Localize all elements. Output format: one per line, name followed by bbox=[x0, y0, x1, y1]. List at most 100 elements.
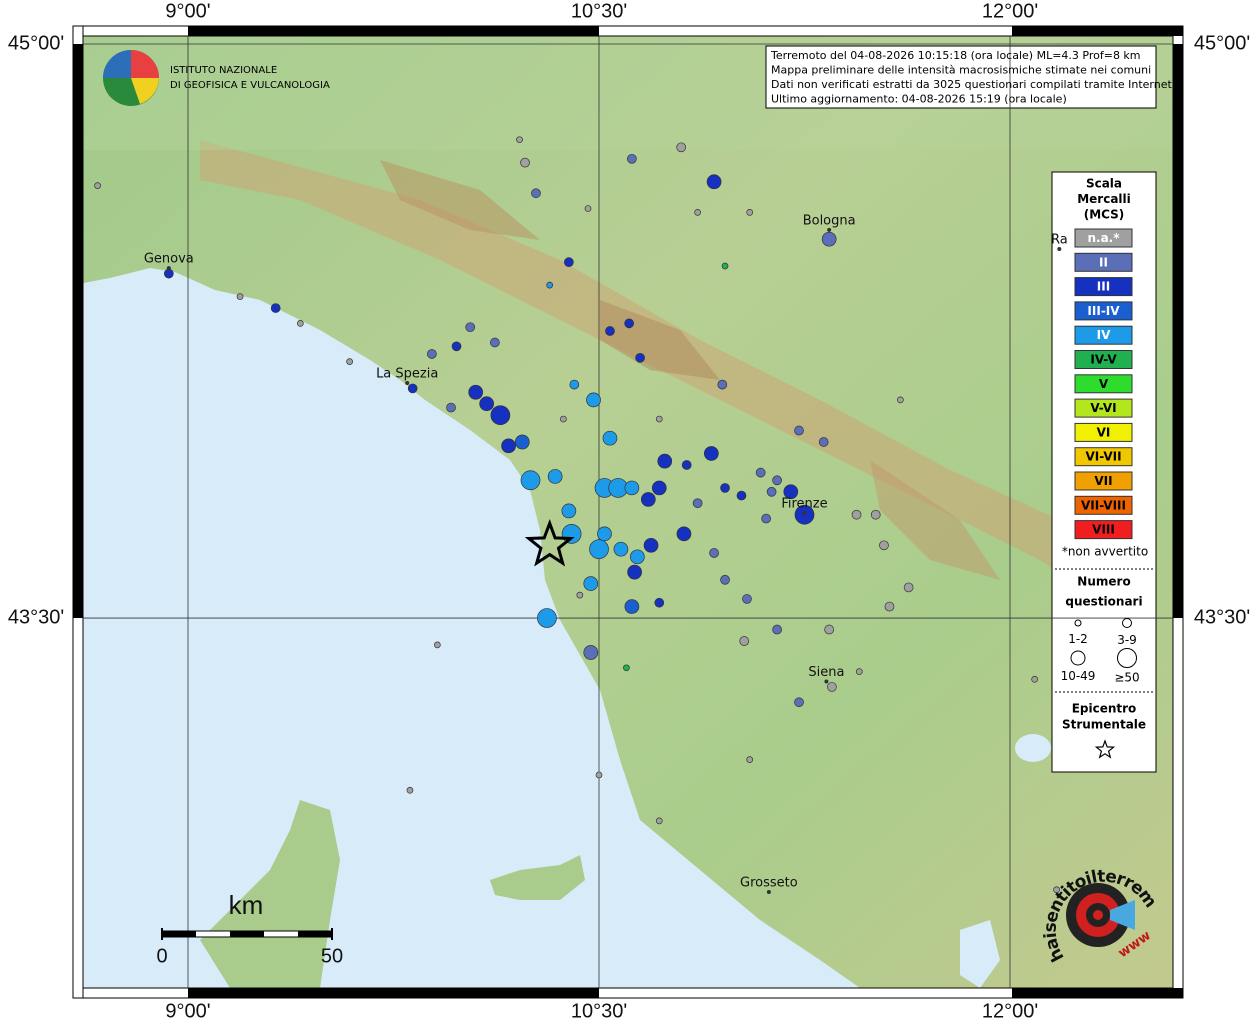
intensity-point bbox=[746, 756, 754, 763]
intensity-point bbox=[651, 480, 667, 496]
info-text: Terremoto del 04-08-2026 10:15:18 (ora l… bbox=[770, 49, 1141, 62]
lon-tick-label: 9°00' bbox=[165, 0, 210, 22]
intensity-point bbox=[721, 262, 729, 270]
legend-label: VII bbox=[1094, 474, 1112, 488]
intensity-point bbox=[595, 771, 603, 779]
intensity-point bbox=[739, 636, 750, 646]
legend-label: V bbox=[1099, 377, 1109, 391]
intensity-point bbox=[755, 467, 766, 478]
intensity-point bbox=[736, 490, 747, 501]
scale-seg bbox=[162, 931, 196, 937]
intensity-point bbox=[655, 817, 663, 825]
intensity-point bbox=[564, 257, 574, 267]
legend-label: n.a.* bbox=[1087, 231, 1120, 245]
intensity-point bbox=[627, 564, 642, 580]
intensity-point bbox=[547, 469, 563, 484]
legend-size bbox=[1070, 650, 1086, 666]
intensity-point bbox=[870, 509, 881, 520]
intensity-point bbox=[643, 537, 659, 553]
intensity-point bbox=[468, 384, 484, 400]
intensity-point bbox=[624, 318, 634, 329]
intensity-point bbox=[583, 645, 599, 660]
info-text: Ultimo aggiornamento: 04-08-2026 15:19 (… bbox=[771, 93, 1067, 106]
intensity-point bbox=[501, 438, 516, 454]
terrain bbox=[73, 36, 1183, 988]
intensity-point bbox=[676, 142, 687, 153]
intensity-point bbox=[597, 526, 612, 542]
intensity-point bbox=[706, 174, 722, 190]
intensity-point bbox=[561, 524, 582, 544]
legend-title: Epicentro bbox=[1072, 702, 1137, 716]
legend-swatch bbox=[1074, 325, 1133, 345]
intensity-point bbox=[520, 470, 541, 491]
legend-swatch bbox=[1074, 301, 1133, 321]
brand-logo bbox=[1066, 883, 1135, 947]
intensity-point bbox=[692, 498, 703, 509]
intensity-point bbox=[884, 601, 895, 612]
logo-text: DI GEOFISICA E VULCANOLOGIA bbox=[170, 80, 330, 91]
legend-swatch bbox=[1074, 520, 1133, 540]
intensity-point bbox=[427, 349, 437, 359]
intensity-point bbox=[766, 486, 777, 497]
lon-tick-label: 10°30' bbox=[571, 1000, 627, 1022]
map-frame bbox=[72, 25, 1184, 999]
intensity-point bbox=[717, 379, 728, 390]
intensity-point bbox=[720, 574, 730, 585]
legend-label: VII-VIII bbox=[1081, 498, 1126, 512]
lon-tick-label: 12°00' bbox=[982, 1000, 1038, 1022]
intensity-point bbox=[537, 608, 557, 628]
intensity-point bbox=[1031, 675, 1039, 683]
intensity-point bbox=[346, 358, 354, 365]
intensity-point bbox=[903, 582, 914, 593]
intensity-point bbox=[465, 322, 476, 333]
intensity-point bbox=[613, 541, 629, 557]
lat-tick-label: 45°00' bbox=[8, 32, 64, 54]
intensity-point bbox=[624, 480, 640, 496]
legend-swatch bbox=[1074, 495, 1133, 515]
intensity-point bbox=[851, 509, 862, 520]
info-text: Dati non verificati estratti da 3025 que… bbox=[771, 78, 1175, 91]
scale-seg bbox=[298, 931, 332, 937]
legend-label: VIII bbox=[1092, 523, 1115, 537]
legend-label: III-IV bbox=[1087, 304, 1120, 318]
lat-tick-label: 45°00' bbox=[1194, 32, 1250, 54]
intensity-point bbox=[640, 492, 656, 507]
intensity-point bbox=[546, 281, 554, 289]
legend-title: (MCS) bbox=[1084, 208, 1125, 222]
legend-title: Mercalli bbox=[1077, 192, 1131, 206]
legend-note: *non avvertito bbox=[1062, 545, 1148, 559]
legend-size-label: 10-49 bbox=[1061, 669, 1096, 683]
intensity-point bbox=[761, 513, 771, 524]
intensity-point bbox=[827, 682, 837, 692]
info-text: Mappa preliminare delle intensità macros… bbox=[771, 64, 1151, 77]
intensity-point bbox=[490, 337, 500, 348]
intensity-point bbox=[746, 209, 754, 216]
lon-tick-label: 12°00' bbox=[982, 0, 1038, 22]
intensity-point bbox=[531, 188, 541, 199]
intensity-point bbox=[772, 475, 782, 486]
place-label: La Spezia bbox=[376, 366, 438, 381]
legend-size bbox=[1074, 619, 1082, 627]
legend-title: Scala bbox=[1086, 177, 1122, 191]
intensity-point bbox=[514, 434, 530, 450]
intensity-point bbox=[561, 503, 577, 519]
intensity-point bbox=[818, 437, 829, 447]
intensity-point bbox=[855, 668, 863, 675]
intensity-point bbox=[451, 341, 462, 352]
legend-size bbox=[1122, 618, 1132, 628]
intensity-point bbox=[879, 540, 889, 551]
intensity-point bbox=[655, 415, 663, 423]
epicenter bbox=[524, 519, 575, 567]
intensity-point bbox=[794, 697, 804, 708]
intensity-point bbox=[569, 379, 580, 390]
intensity-point bbox=[446, 402, 456, 413]
place-dot bbox=[166, 266, 171, 271]
intensity-point bbox=[94, 182, 101, 189]
place-dot bbox=[405, 380, 410, 385]
place-dot bbox=[827, 227, 832, 232]
lat-tick-label: 43°30' bbox=[8, 606, 64, 628]
place-label: Genova bbox=[144, 252, 194, 267]
intensity-point bbox=[772, 624, 782, 635]
legend-size bbox=[1117, 648, 1137, 668]
